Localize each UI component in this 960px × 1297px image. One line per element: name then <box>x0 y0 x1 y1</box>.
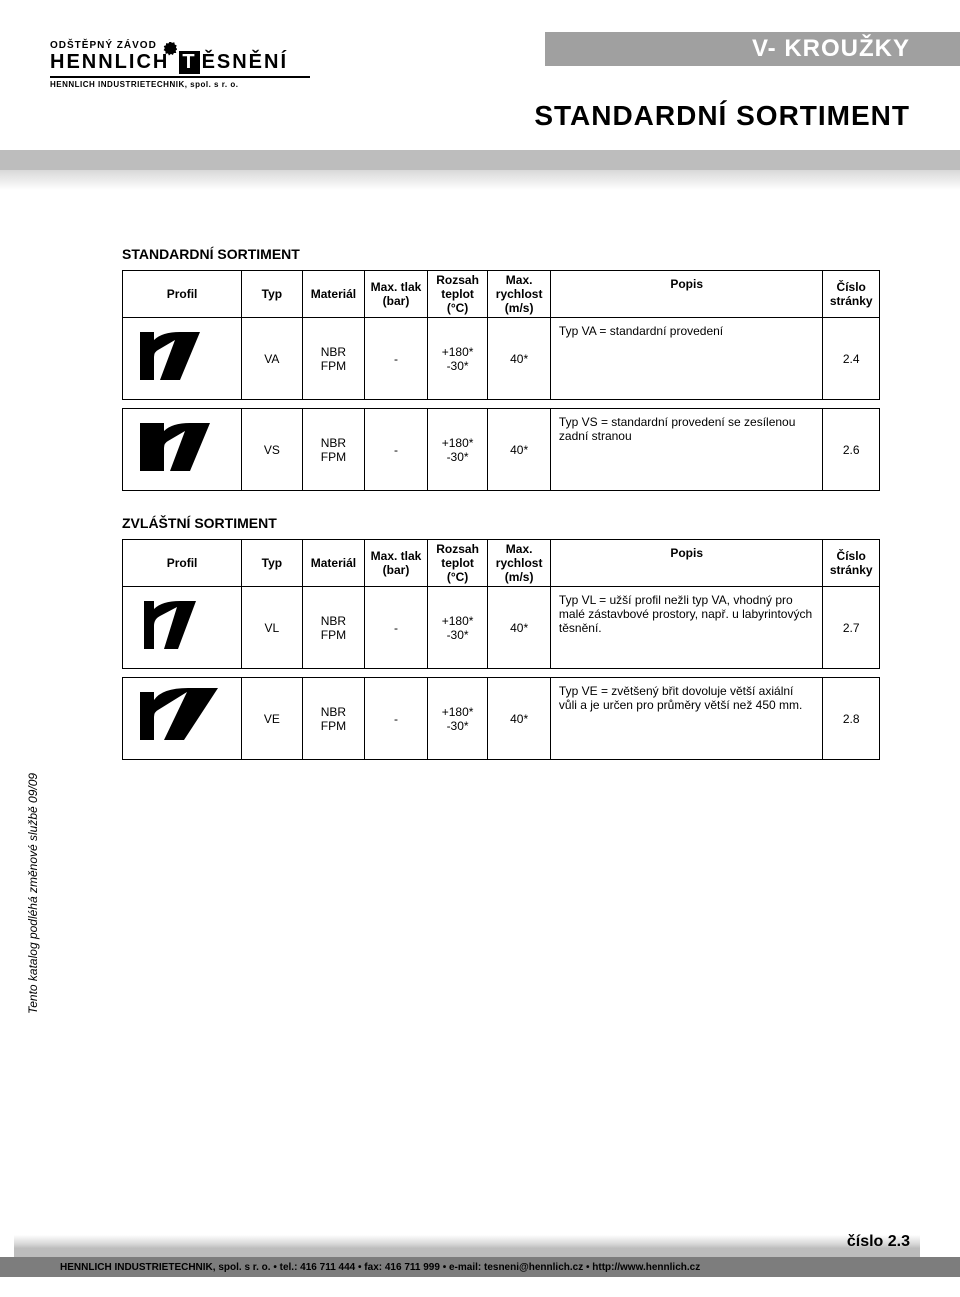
cislo-vs: 2.6 <box>823 409 880 491</box>
profile-vs-icon <box>132 413 232 483</box>
popis-vs: Typ VS = standardní provedení se zesílen… <box>550 409 823 491</box>
typ-ve: VE <box>242 678 303 760</box>
header-divider <box>0 150 960 190</box>
table-header-row: Profil Typ Materiál Max. tlak(bar) Rozsa… <box>123 271 880 318</box>
logo-right: ĚSNĚNÍ <box>202 51 288 74</box>
teplot-ve: +180*-30* <box>427 678 488 760</box>
material-ve: NBRFPM <box>302 678 365 760</box>
material-vl: NBRFPM <box>302 587 365 669</box>
header-profil: Profil <box>123 271 242 318</box>
rychlost-va: 40* <box>488 318 551 400</box>
table-row-vl: VL NBRFPM - +180*-30* 40* Typ VL = užší … <box>123 587 880 669</box>
header-max-rychlost: Max.rychlost(m/s) <box>488 271 551 318</box>
profil-vs <box>123 409 242 491</box>
side-revision-note: Tento katalog podléhá změnové službě 09/… <box>26 754 40 1014</box>
rychlost-ve: 40* <box>488 678 551 760</box>
tlak-ve: - <box>365 678 428 760</box>
standard-table-2: VS NBRFPM - +180*-30* 40* Typ VS = stand… <box>122 408 880 491</box>
header-max-tlak: Max. tlak(bar) <box>365 271 428 318</box>
table-row-ve: VE NBRFPM - +180*-30* 40* Typ VE = zvětš… <box>123 678 880 760</box>
page-number: číslo 2.3 <box>847 1233 910 1251</box>
popis-va: Typ VA = standardní provedení <box>550 318 823 400</box>
footer-bar: HENNLICH INDUSTRIETECHNIK, spol. s r. o.… <box>0 1257 960 1277</box>
typ-va: VA <box>242 318 303 400</box>
profile-ve-icon <box>132 682 232 752</box>
profile-vl-icon <box>132 591 232 661</box>
profil-va <box>123 318 242 400</box>
profil-vl <box>123 587 242 669</box>
material-va: NBRFPM <box>302 318 365 400</box>
tlak-vl: - <box>365 587 428 669</box>
rychlost-vs: 40* <box>488 409 551 491</box>
logo-top-line: ODŠTĚPNÝ ZÁVOD <box>50 40 310 51</box>
header-max-tlak-2: Max. tlak(bar) <box>365 540 428 587</box>
teplot-va: +180*-30* <box>427 318 488 400</box>
header-rozsah-teplot-2: Rozsahteplot(°C) <box>427 540 488 587</box>
cislo-va: 2.4 <box>823 318 880 400</box>
rychlost-vl: 40* <box>488 587 551 669</box>
header-popis-2: Popis <box>550 540 823 587</box>
teplot-vl: +180*-30* <box>427 587 488 669</box>
special-table-2: VE NBRFPM - +180*-30* 40* Typ VE = zvětš… <box>122 677 880 760</box>
logo-left: HENNLICH <box>50 51 169 74</box>
header-rozsah-teplot: Rozsahteplot(°C) <box>427 271 488 318</box>
main-content: STANDARDNÍ SORTIMENT Profil Typ Materiál… <box>122 246 880 768</box>
typ-vl: VL <box>242 587 303 669</box>
table-row-va: VA NBRFPM - +180*-30* 40* Typ VA = stand… <box>123 318 880 400</box>
special-table-1: Profil Typ Materiál Max. tlak(bar) Rozsa… <box>122 539 880 669</box>
footer-divider <box>14 1235 920 1257</box>
teplot-vs: +180*-30* <box>427 409 488 491</box>
tlak-va: - <box>365 318 428 400</box>
category-banner: V- KROUŽKY <box>545 32 960 66</box>
header-popis: Popis <box>550 271 823 318</box>
tlak-vs: - <box>365 409 428 491</box>
special-section-title: ZVLÁŠTNÍ SORTIMENT <box>122 515 880 531</box>
profil-ve <box>123 678 242 760</box>
header-material-2: Materiál <box>302 540 365 587</box>
popis-vl: Typ VL = užší profil nežli typ VA, vhodn… <box>550 587 823 669</box>
profile-va-icon <box>132 322 232 392</box>
standard-section-title: STANDARDNÍ SORTIMENT <box>122 246 880 262</box>
page-footer: číslo 2.3 HENNLICH INDUSTRIETECHNIK, spo… <box>0 1235 960 1277</box>
cislo-ve: 2.8 <box>823 678 880 760</box>
standard-table-1: Profil Typ Materiál Max. tlak(bar) Rozsa… <box>122 270 880 400</box>
header-typ: Typ <box>242 271 303 318</box>
header-max-rychlost-2: Max.rychlost(m/s) <box>488 540 551 587</box>
page-subtitle: STANDARDNÍ SORTIMENT <box>534 100 910 132</box>
header-typ-2: Typ <box>242 540 303 587</box>
material-vs: NBRFPM <box>302 409 365 491</box>
company-logo: ODŠTĚPNÝ ZÁVOD HENNLICH T ĚSNĚNÍ HENNLIC… <box>50 40 310 89</box>
cislo-vl: 2.7 <box>823 587 880 669</box>
header-profil-2: Profil <box>123 540 242 587</box>
header-cislo: Číslostránky <box>823 271 880 318</box>
logo-t: T <box>179 51 199 74</box>
typ-vs: VS <box>242 409 303 491</box>
footer-contact-line: HENNLICH INDUSTRIETECHNIK, spol. s r. o.… <box>60 1262 700 1273</box>
logo-main-line: HENNLICH T ĚSNĚNÍ <box>50 51 310 74</box>
table-row-vs: VS NBRFPM - +180*-30* 40* Typ VS = stand… <box>123 409 880 491</box>
logo-sub-line: HENNLICH INDUSTRIETECHNIK, spol. s r. o. <box>50 76 310 89</box>
header-material: Materiál <box>302 271 365 318</box>
popis-ve: Typ VE = zvětšený břit dovoluje větší ax… <box>550 678 823 760</box>
header-cislo-2: Číslostránky <box>823 540 880 587</box>
table-header-row-2: Profil Typ Materiál Max. tlak(bar) Rozsa… <box>123 540 880 587</box>
